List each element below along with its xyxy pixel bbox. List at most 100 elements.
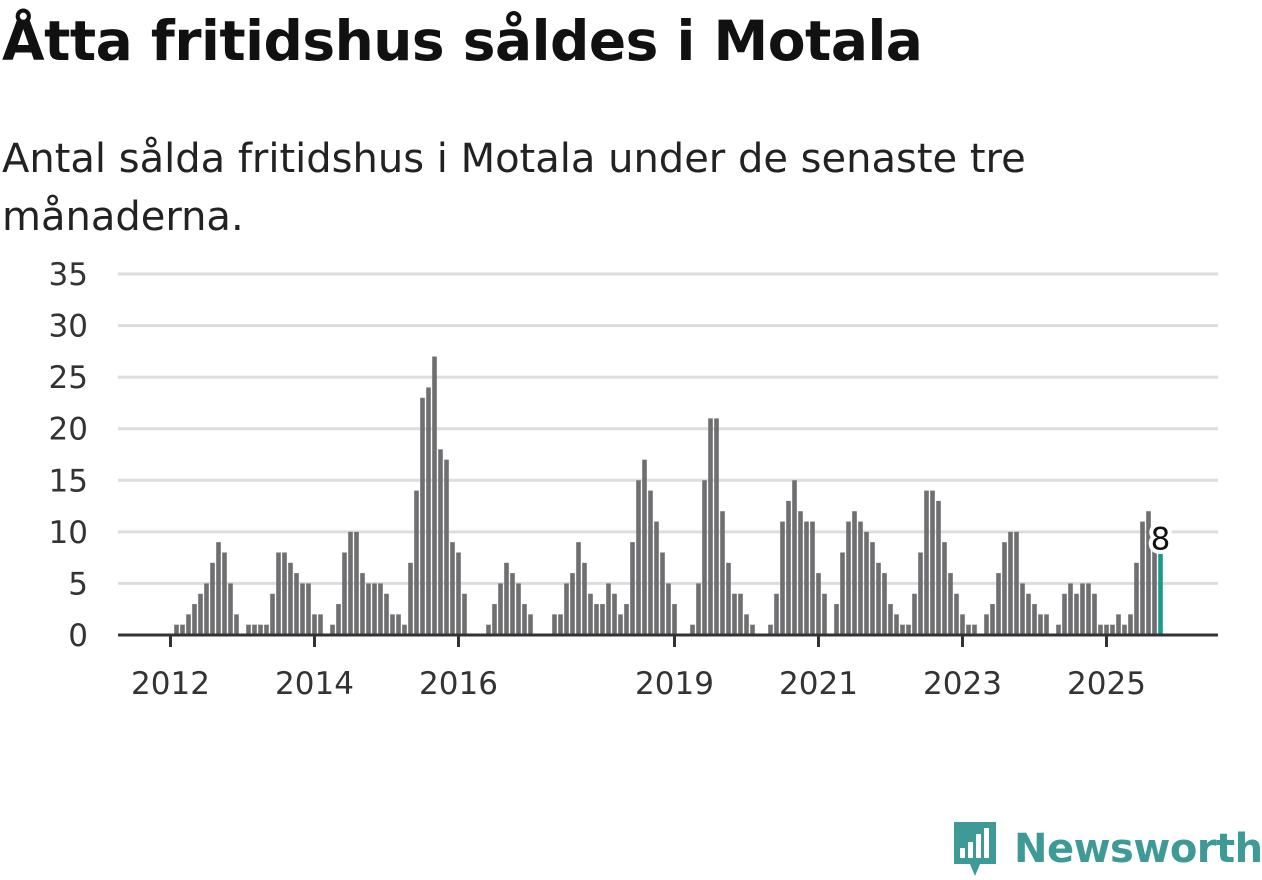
bars [174,356,1163,635]
y-tick-label: 0 [68,618,88,654]
bar [666,583,671,635]
bar [744,614,749,635]
bar [1014,531,1019,635]
y-tick-label: 5 [68,566,88,602]
x-tick-label: 2012 [131,666,210,702]
bar [606,583,611,635]
bar [630,542,635,635]
bar [318,614,323,635]
x-tick-label: 2016 [419,666,498,702]
bar [522,604,527,635]
bar [726,562,731,635]
bar [558,614,563,635]
bar [852,511,857,635]
bar [840,552,845,635]
bar [708,418,713,635]
bar [846,521,851,635]
y-tick-label: 30 [49,309,88,345]
bar [570,573,575,635]
bar [504,562,509,635]
y-tick-label: 25 [49,360,88,396]
bar [288,562,293,635]
bar [402,624,407,635]
bar [462,593,467,635]
bar [1122,624,1127,635]
bar [876,562,881,635]
bar [222,552,227,635]
bar [1146,511,1151,635]
bar [768,624,773,635]
bar [372,583,377,635]
bar [804,521,809,635]
bar [816,573,821,635]
bar [780,521,785,635]
bar [930,490,935,635]
bar [924,490,929,635]
bar [552,614,557,635]
bar [342,552,347,635]
bar [786,500,791,635]
bar [1068,583,1073,635]
bar [960,614,965,635]
bar [384,593,389,635]
bar [330,624,335,635]
bar [720,511,725,635]
y-axis-ticks: 0 5 10 15 20 25 30 35 [49,257,88,654]
bar [588,593,593,635]
bar [564,583,569,635]
bar [624,604,629,635]
bar [426,387,431,635]
bar [942,542,947,635]
bar [792,480,797,635]
bar [1038,614,1043,635]
bar [984,614,989,635]
brand-name: Newsworthy [1014,826,1262,872]
bar [1056,624,1061,635]
bar [1098,624,1103,635]
bar [264,624,269,635]
bar [1086,583,1091,635]
y-tick-label: 15 [49,463,88,499]
x-tick-label: 2023 [923,666,1002,702]
bar [1116,614,1121,635]
bar [594,604,599,635]
bar [1092,593,1097,635]
bar [990,604,995,635]
bar [1140,521,1145,635]
bar [738,593,743,635]
bar [948,573,953,635]
bar [1152,531,1157,635]
bar [294,573,299,635]
bar [906,624,911,635]
bar [210,562,215,635]
bar [444,459,449,635]
bar [204,583,209,635]
bar [312,614,317,635]
bar [882,573,887,635]
bar [888,604,893,635]
bar [438,449,443,635]
bar [186,614,191,635]
bar [864,531,869,635]
bar [582,562,587,635]
bar [216,542,221,635]
bar [1134,562,1139,635]
bar [1026,593,1031,635]
bar [396,614,401,635]
bar [672,604,677,635]
chart-title: Åtta fritidshus såldes i Motala [2,9,923,73]
bar [972,624,977,635]
x-axis: 2012 2014 2016 2019 2021 2023 2025 [118,633,1218,702]
bar [282,552,287,635]
x-tick-label: 2021 [779,666,858,702]
bar [270,593,275,635]
bar [378,583,383,635]
gridlines [118,272,1218,585]
bar [900,624,905,635]
bar [300,583,305,635]
bar [192,604,197,635]
bar [420,397,425,635]
bar [1002,542,1007,635]
bar [834,604,839,635]
bar [810,521,815,635]
